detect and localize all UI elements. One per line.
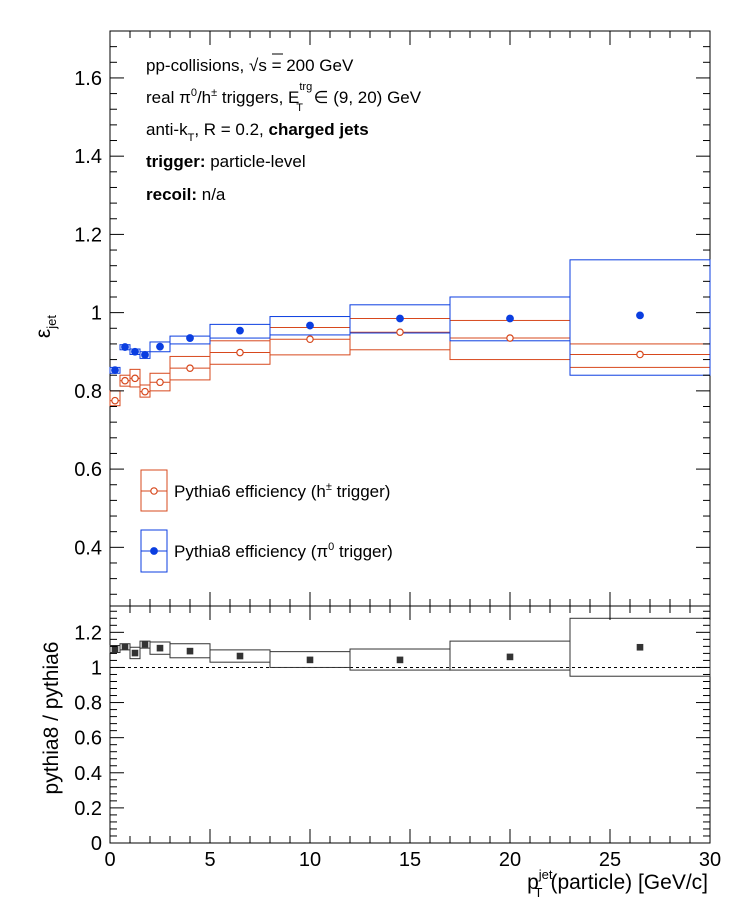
pythia6-point [141, 387, 149, 396]
pythia6-point [506, 334, 514, 342]
pythia6-point [636, 350, 644, 359]
ratio-x-ticks: 0 5 10 15 20 25 30 [104, 606, 721, 871]
legend-marker-pythia8 [150, 547, 158, 555]
ratio-y-tick-label: 0.4 [74, 763, 102, 785]
ratio-points [111, 641, 644, 664]
ratio-point [141, 641, 149, 648]
ratio-y-tick-label: 0.2 [74, 798, 102, 820]
ratio-y-tick-label: 0.8 [74, 693, 102, 715]
efficiency-uncertainty-boxes [109, 259, 711, 407]
x-axis-title: pjet T (particle) [GeV/c] [527, 867, 708, 900]
legend-entry-pythia6: Pythia6 efficiency (h± trigger) [140, 469, 390, 512]
efficiency-y-axis-title: εjet [32, 315, 59, 338]
ratio-point [156, 644, 164, 652]
ratio-box [129, 646, 141, 660]
annotation-line-4: trigger: particle-level [146, 152, 306, 171]
ratio-point [306, 656, 314, 664]
pythia8-point [131, 347, 139, 356]
efficiency-panel: 0.4 0.6 0.8 1 1.2 1.4 1.6 pp-collisions, √s = … [32, 30, 711, 607]
pythia8-point [636, 311, 644, 320]
legend-entry-pythia8: Pythia8 efficiency (π0 trigger) [140, 529, 393, 573]
ratio-point [131, 649, 139, 657]
ratio-point [506, 653, 514, 661]
pythia6-point [236, 348, 244, 357]
pythia6-point [131, 374, 139, 383]
efficiency-y-tick-label: 0.8 [74, 381, 102, 403]
efficiency-y-tick-label: 0.6 [74, 459, 102, 481]
annotation-line-2: real π0/h± triggers, Etrg T ∈ (9, 20) GeV [146, 81, 422, 114]
ratio-x-tick-label: 10 [299, 849, 321, 871]
ratio-y-tick-label: 0 [91, 833, 102, 855]
annotation-block: pp-collisions, √s = 200 GeV real π0/h± t… [146, 53, 422, 204]
legend-label-pythia8: Pythia8 efficiency (π0 trigger) [174, 541, 393, 561]
pythia8-point [121, 343, 129, 351]
efficiency-y-tick-label: 1.2 [74, 224, 102, 246]
ratio-y-axis-title: pythia8 / pythia6 [40, 642, 63, 795]
ratio-point [236, 652, 244, 660]
efficiency-y-ticks: 0.4 0.6 0.8 1 1.2 1.4 1.6 [74, 30, 710, 595]
legend-marker-pythia6 [150, 487, 158, 495]
annotation-line-5: recoil: n/a [146, 185, 226, 204]
pythia6-point [186, 364, 194, 372]
efficiency-y-tick-label: 1 [91, 303, 102, 325]
efficiency-y-tick-label: 1.6 [74, 68, 102, 90]
pythia6-point [306, 335, 314, 344]
pythia8-point [506, 314, 514, 323]
ratio-box [569, 617, 711, 677]
pythia8-point [396, 314, 404, 323]
pythia8-box [569, 259, 711, 376]
pythia6-point [121, 376, 129, 385]
ratio-x-tick-label: 30 [699, 849, 721, 871]
ratio-point [636, 643, 644, 651]
annotation-line-1: pp-collisions, √s = 200 GeV [146, 56, 354, 75]
ratio-x-tick-label: 5 [204, 849, 215, 871]
pythia8-point [156, 342, 164, 351]
ratio-plot-frame [109, 605, 711, 844]
pythia8-point [111, 366, 119, 375]
pythia8-box [149, 341, 171, 353]
ratio-point [186, 647, 194, 655]
legend: Pythia6 efficiency (h± trigger) Pythia8 … [140, 469, 393, 573]
ratio-uncertainty-boxes [109, 617, 711, 677]
ratio-x-tick-label: 0 [104, 849, 115, 871]
ratio-y-tick-label: 1.2 [74, 622, 102, 644]
ratio-y-tick-label: 1 [91, 657, 102, 679]
efficiency-points [111, 311, 644, 405]
ratio-point [111, 645, 119, 653]
ratio-x-tick-label: 15 [399, 849, 421, 871]
ratio-point [396, 656, 404, 664]
ratio-y-ticks: 0 0.2 0.4 0.6 0.8 1 1.2 [74, 610, 710, 855]
legend-label-pythia6: Pythia6 efficiency (h± trigger) [174, 481, 390, 501]
annotation-line-3: anti-kT, R = 0.2, charged jets [146, 120, 369, 144]
ratio-y-tick-label: 0.6 [74, 728, 102, 750]
efficiency-y-tick-label: 1.4 [74, 146, 102, 168]
pythia8-point [141, 350, 149, 359]
ratio-point [121, 643, 129, 651]
pythia8-point [186, 334, 194, 342]
pythia6-point [156, 378, 164, 387]
pythia8-point [236, 326, 244, 335]
pythia6-point [396, 328, 404, 336]
efficiency-x-ticks [109, 31, 711, 606]
ratio-x-tick-label: 20 [499, 849, 521, 871]
ratio-x-tick-label: 25 [599, 849, 621, 871]
ratio-panel: 0 5 10 15 20 25 30 0 0.2 0.4 0.6 0.8 1 1.2 pythia8 /… [40, 605, 721, 900]
pythia8-point [306, 321, 314, 330]
efficiency-y-tick-label: 0.4 [74, 537, 102, 559]
pythia6-point [111, 396, 119, 405]
